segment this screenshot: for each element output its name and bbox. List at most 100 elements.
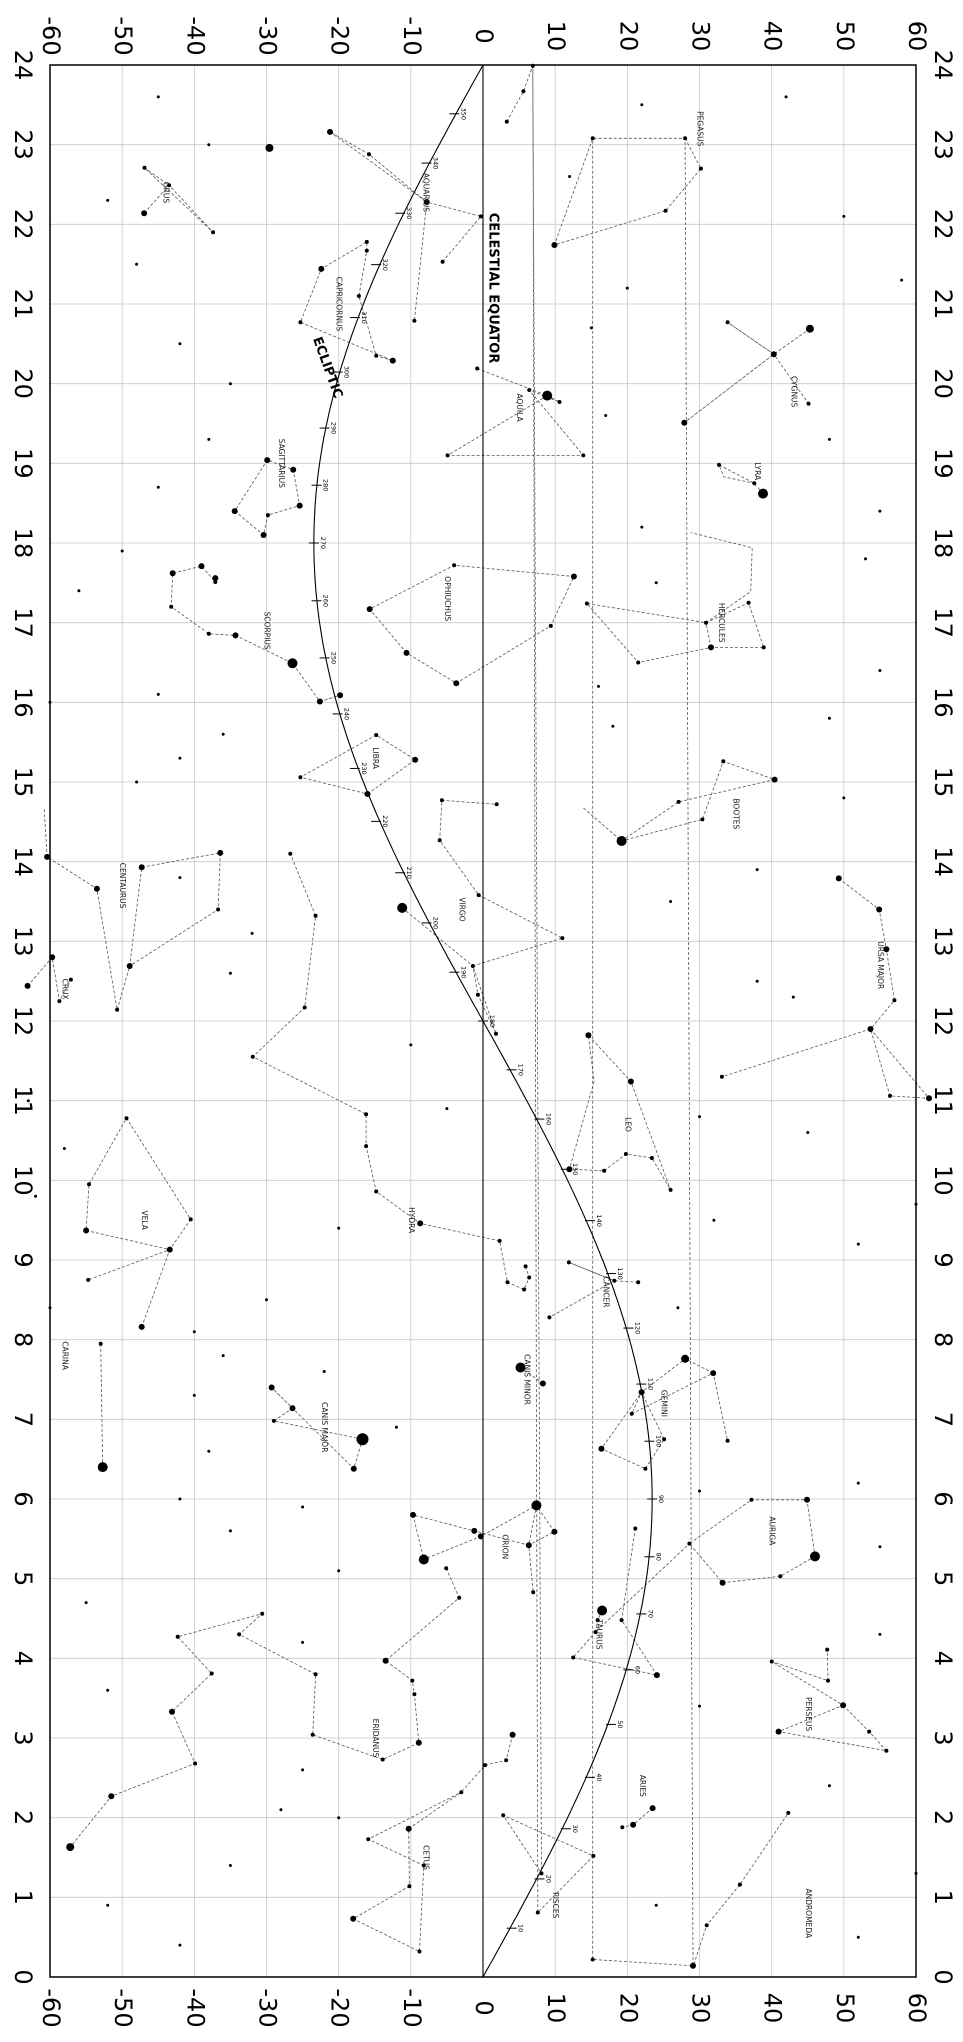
star [301, 1505, 305, 1509]
star [374, 353, 379, 358]
star [298, 320, 303, 325]
constellation-label: LEO [623, 1117, 632, 1132]
star [805, 324, 814, 333]
star [410, 1511, 416, 1518]
star [221, 732, 225, 736]
star [302, 1005, 307, 1010]
constellation-label: VIRGO [457, 897, 466, 921]
star [98, 1341, 103, 1346]
star [115, 1007, 120, 1012]
star [749, 1497, 754, 1502]
star [178, 1943, 182, 1947]
star [810, 1551, 820, 1562]
constellation-label: URSA MAJOR [876, 941, 885, 989]
star [66, 1843, 75, 1852]
star [250, 931, 254, 935]
star [856, 1242, 860, 1246]
star [597, 684, 600, 688]
constellation-label: CARINA [60, 1341, 69, 1370]
star [806, 1131, 810, 1134]
ra-tick-label-right: 11 [929, 1085, 957, 1116]
star [623, 1152, 628, 1156]
star [589, 326, 593, 330]
star [337, 1226, 341, 1230]
ra-tick-label-right: 12 [929, 1006, 957, 1037]
star [758, 488, 768, 499]
star [327, 128, 333, 135]
constellation-line [100, 1343, 104, 1468]
star [566, 1166, 573, 1173]
star [531, 1500, 542, 1511]
star [439, 798, 444, 803]
star [403, 649, 410, 656]
star [640, 525, 644, 529]
ecliptic-tick-label: 270 [319, 537, 327, 549]
ecliptic-tick-label: 320 [381, 258, 389, 270]
star [627, 1078, 634, 1085]
star [364, 791, 371, 797]
dec-tick-label-top: 30 [687, 21, 715, 52]
ra-tick-label-right: 24 [929, 50, 957, 81]
dec-tick-label-top: -20 [326, 16, 354, 55]
constellation-label: GEMINI [659, 1390, 668, 1417]
constellation-label: PERSEUS [804, 1697, 813, 1731]
star [87, 1182, 91, 1187]
star [364, 1144, 369, 1149]
star [590, 1957, 595, 1962]
star [649, 1156, 654, 1160]
dec-tick-label-top: 60 [903, 21, 931, 52]
star [557, 400, 562, 404]
star [719, 1579, 726, 1586]
star [84, 1601, 88, 1605]
ecliptic-tick-label: 290 [330, 422, 338, 434]
star [178, 342, 182, 346]
star [770, 351, 777, 358]
constellation-label: HERCULES [717, 603, 726, 643]
star [417, 1949, 422, 1954]
star [459, 1790, 464, 1795]
star [34, 1194, 38, 1198]
star [827, 437, 831, 441]
star [535, 1910, 540, 1915]
ra-tick-label-left: 0 [9, 1969, 37, 1984]
dec-tick-label-top: 20 [614, 21, 642, 52]
star [717, 462, 721, 467]
ra-tick-label-right: 8 [929, 1332, 957, 1347]
dec-tick-label-bottom: -10 [398, 1988, 426, 2027]
ra-tick-label-left: 5 [9, 1571, 37, 1586]
star [289, 1405, 296, 1412]
star [611, 724, 615, 728]
star [279, 1808, 283, 1812]
star [93, 885, 100, 892]
star [228, 1529, 232, 1533]
dec-tick-label-bottom: 30 [687, 1993, 715, 2024]
star [106, 1688, 110, 1692]
star [654, 581, 658, 585]
star [265, 513, 270, 518]
star [840, 1702, 847, 1709]
star [141, 210, 148, 217]
star [228, 382, 232, 386]
star [166, 1246, 173, 1253]
star [593, 1630, 598, 1634]
star [497, 1238, 502, 1243]
ra-tick-label-left: 13 [9, 926, 37, 957]
star [761, 645, 766, 650]
star [412, 756, 419, 763]
dec-tick-label-top: 40 [759, 21, 787, 52]
dec-tick-label-bottom: -40 [181, 1988, 209, 2027]
star [216, 907, 221, 912]
ra-tick-label-left: 16 [9, 687, 37, 718]
ecliptic-tick-label: 110 [646, 1378, 654, 1390]
dec-tick-label-top: 0 [470, 28, 498, 43]
constellation-label: AQUARIUS [421, 173, 430, 212]
star [883, 946, 890, 953]
star [900, 278, 904, 282]
ra-tick-label-left: 1 [9, 1890, 37, 1905]
star [876, 906, 883, 913]
star [539, 1871, 544, 1876]
star [260, 1611, 265, 1616]
star [595, 1618, 600, 1623]
star [856, 1935, 860, 1939]
